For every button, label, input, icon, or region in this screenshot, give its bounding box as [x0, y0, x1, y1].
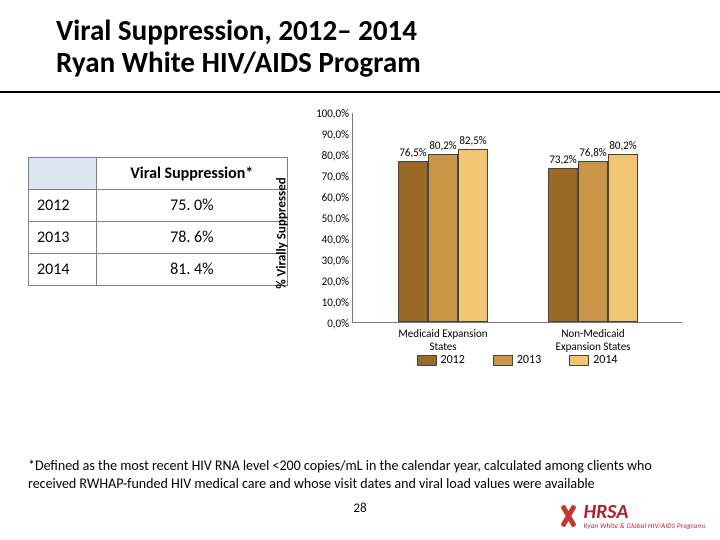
- y-tick-label: 70,0%: [295, 170, 349, 183]
- bar: [608, 154, 638, 322]
- table-value-cell: 81. 4%: [96, 253, 287, 285]
- ribbon-icon: [559, 504, 577, 530]
- table-year-cell: 2014: [29, 253, 97, 285]
- y-tick-label: 20,0%: [295, 275, 349, 288]
- logo-subtext: Ryan White & Global HIV/AIDS Programs: [583, 521, 706, 530]
- y-tick-label: 30,0%: [295, 254, 349, 267]
- bar-value-label: 82,5%: [453, 134, 493, 147]
- bar: [398, 161, 428, 322]
- legend-swatch: [417, 355, 437, 366]
- table-value-cell: 75. 0%: [96, 189, 287, 221]
- table-row: 2013 78. 6%: [29, 221, 288, 253]
- table-value-cell: 78. 6%: [96, 221, 287, 253]
- table-row: 2012 75. 0%: [29, 189, 288, 221]
- y-tick-label: 40,0%: [295, 233, 349, 246]
- legend-item: 2012: [417, 353, 465, 367]
- bar: [458, 149, 488, 322]
- table-year-cell: 2013: [29, 221, 97, 253]
- y-tick-label: 10,0%: [295, 296, 349, 309]
- y-axis-label: % Virally Suppressed: [275, 177, 290, 289]
- bar: [548, 168, 578, 322]
- legend-item: 2014: [569, 353, 617, 367]
- bar: [428, 154, 458, 322]
- legend-swatch: [569, 355, 589, 366]
- y-tick-label: 60,0%: [295, 191, 349, 204]
- category-label: Medicaid Expansion States: [398, 327, 488, 353]
- y-tick-label: 100,0%: [295, 107, 349, 120]
- table-header: Viral Suppression*: [96, 157, 287, 189]
- viral-suppression-table: Viral Suppression* 2012 75. 0% 2013 78. …: [28, 157, 288, 363]
- plot-area: 0,0%10,0%20,0%30,0%40,0%50,0%60,0%70,0%8…: [352, 113, 682, 323]
- y-tick-label: 0,0%: [295, 317, 349, 330]
- content-area: Viral Suppression* 2012 75. 0% 2013 78. …: [0, 93, 720, 363]
- y-tick-label: 80,0%: [295, 149, 349, 162]
- bar-chart: % Virally Suppressed 0,0%10,0%20,0%30,0%…: [292, 103, 692, 363]
- y-tick-label: 90,0%: [295, 128, 349, 141]
- bar: [578, 161, 608, 322]
- legend-item: 2013: [493, 353, 541, 367]
- bar-value-label: 80,2%: [603, 139, 643, 152]
- category-label: Non-Medicaid Expansion States: [548, 327, 638, 353]
- table-corner-cell: [29, 157, 97, 189]
- y-tick-label: 50,0%: [295, 212, 349, 225]
- footnote: *Defined as the most recent HIV RNA leve…: [28, 457, 692, 492]
- legend: 2012 2013 2014: [352, 353, 682, 367]
- hrsa-logo: HRSA Ryan White & Global HIV/AIDS Progra…: [559, 504, 706, 530]
- page-title-line1: Viral Suppression, 2012– 2014: [56, 14, 720, 46]
- logo-text: HRSA: [583, 504, 706, 521]
- page-title-line2: Ryan White HIV/AIDS Program: [56, 46, 720, 78]
- table-row: 2014 81. 4%: [29, 253, 288, 285]
- table-year-cell: 2012: [29, 189, 97, 221]
- legend-swatch: [493, 355, 513, 366]
